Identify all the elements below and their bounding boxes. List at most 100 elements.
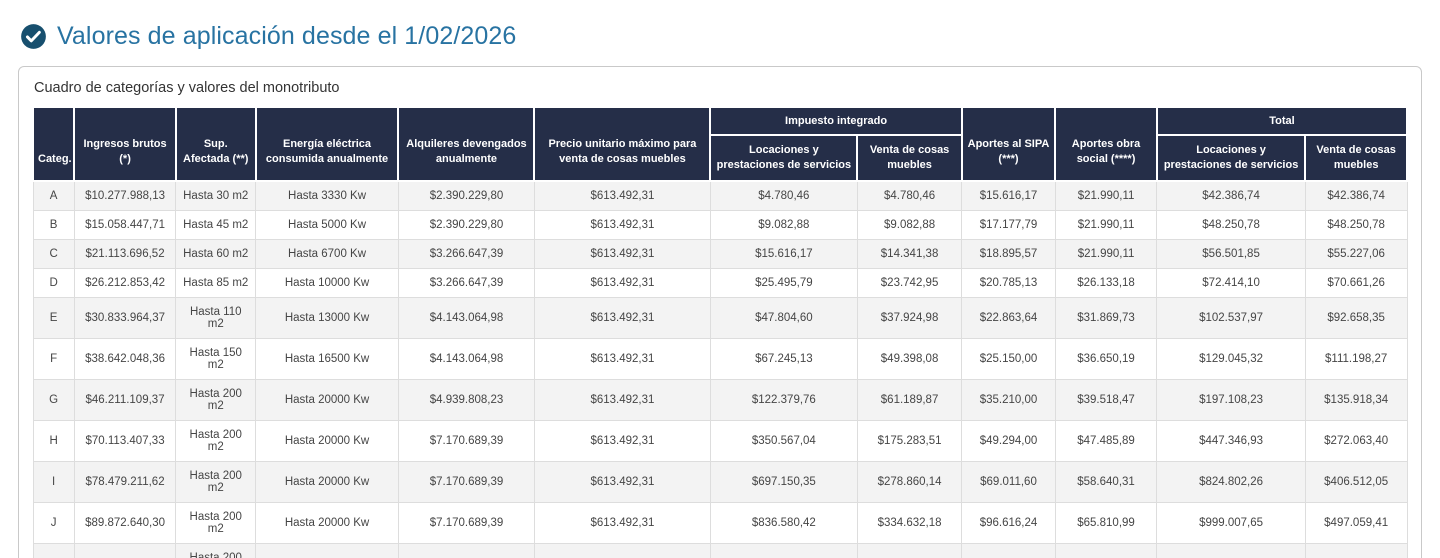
cell-impuesto-servicios: $47.804,60 bbox=[709, 297, 858, 339]
cell-ingresos-brutos: $46.211.109,37 bbox=[73, 379, 177, 421]
cell-energia-electrica: Hasta 20000 Kw bbox=[255, 502, 399, 544]
cell-aportes-obra-social: $47.485,89 bbox=[1054, 420, 1158, 462]
cell-aportes-obra-social: $21.990,11 bbox=[1054, 180, 1158, 211]
col-header-impuesto-servicios: Locaciones y prestaciones de servicios bbox=[709, 134, 859, 182]
table-row: B $15.058.447,71 Hasta 45 m2 Hasta 5000 … bbox=[32, 210, 1408, 240]
row-category: I bbox=[32, 461, 75, 503]
page-title: Valores de aplicación desde el 1/02/2026 bbox=[57, 22, 517, 50]
cell-total-muebles: $111.198,27 bbox=[1304, 338, 1408, 380]
cell-total-muebles: $272.063,40 bbox=[1304, 420, 1408, 462]
cell-energia-electrica: Hasta 10000 Kw bbox=[255, 268, 399, 298]
cell-alquileres: $4.143.064,98 bbox=[397, 297, 535, 339]
row-category: D bbox=[32, 268, 75, 298]
cell-aportes-obra-social: $31.869,73 bbox=[1054, 297, 1158, 339]
cell-aportes-sipa: $22.863,64 bbox=[961, 297, 1056, 339]
cell-impuesto-muebles: $49.398,08 bbox=[856, 338, 963, 380]
row-category: A bbox=[32, 180, 75, 211]
cell-aportes-obra-social: $65.810,99 bbox=[1054, 502, 1158, 544]
cell-alquileres: $7.170.689,39 bbox=[397, 543, 535, 558]
cell-impuesto-servicios: $67.245,13 bbox=[709, 338, 858, 380]
cell-impuesto-servicios: $9.082,88 bbox=[709, 210, 858, 240]
table-row: E $30.833.964,37 Hasta 110 m2 Hasta 1300… bbox=[32, 297, 1408, 339]
cell-alquileres: $3.266.647,39 bbox=[397, 239, 535, 269]
col-header-precio-unitario: Precio unitario máximo para venta de cos… bbox=[533, 106, 712, 182]
row-category: C bbox=[32, 239, 75, 269]
col-header-alquileres: Alquileres devengados anualmente bbox=[397, 106, 536, 182]
cell-aportes-sipa: $69.011,60 bbox=[961, 461, 1056, 503]
cell-impuesto-servicios: $122.379,76 bbox=[709, 379, 858, 421]
cell-total-muebles: $70.661,26 bbox=[1304, 268, 1408, 298]
cell-total-muebles: $497.059,41 bbox=[1304, 502, 1408, 544]
table-row: F $38.642.048,36 Hasta 150 m2 Hasta 1650… bbox=[32, 338, 1408, 380]
cell-impuesto-muebles: $4.780,46 bbox=[856, 180, 963, 211]
table-row: K $108.357.084,05 Hasta 200 m2 Hasta 200… bbox=[32, 543, 1408, 558]
col-header-total-servicios: Locaciones y prestaciones de servicios bbox=[1155, 134, 1307, 182]
row-category: J bbox=[32, 502, 75, 544]
cell-energia-electrica: Hasta 3330 Kw bbox=[255, 180, 399, 211]
cell-energia-electrica: Hasta 20000 Kw bbox=[255, 379, 399, 421]
cell-total-servicios: $447.346,93 bbox=[1156, 420, 1306, 462]
cell-aportes-sipa: $17.177,79 bbox=[961, 210, 1056, 240]
cell-aportes-sipa: $49.294,00 bbox=[961, 420, 1056, 462]
cell-aportes-sipa: $25.150,00 bbox=[961, 338, 1056, 380]
cell-aportes-sipa: $18.895,57 bbox=[961, 239, 1056, 269]
table-body: A $10.277.988,13 Hasta 30 m2 Hasta 3330 … bbox=[32, 180, 1408, 558]
cell-sup-afectada: Hasta 200 m2 bbox=[175, 543, 257, 558]
cell-precio-unitario: $613.492,31 bbox=[533, 502, 711, 544]
cell-total-muebles: $48.250,78 bbox=[1304, 210, 1408, 240]
cell-impuesto-muebles: $278.860,14 bbox=[856, 461, 963, 503]
col-header-aportes-sipa: Aportes al SIPA (***) bbox=[960, 106, 1057, 182]
cell-total-muebles: $135.918,34 bbox=[1304, 379, 1408, 421]
cell-ingresos-brutos: $15.058.447,71 bbox=[73, 210, 177, 240]
table-header: Categ. Ingresos brutos (*) Sup. Afectada… bbox=[31, 106, 1409, 182]
cell-alquileres: $3.266.647,39 bbox=[397, 268, 535, 298]
cell-impuesto-muebles: $23.742,95 bbox=[856, 268, 963, 298]
cell-total-muebles: $92.658,35 bbox=[1304, 297, 1408, 339]
table-row: A $10.277.988,13 Hasta 30 m2 Hasta 3330 … bbox=[32, 180, 1408, 211]
cell-total-servicios: $56.501,85 bbox=[1156, 239, 1306, 269]
cell-precio-unitario: $613.492,31 bbox=[533, 297, 711, 339]
cell-ingresos-brutos: $10.277.988,13 bbox=[73, 180, 177, 211]
cell-total-servicios: $197.108,23 bbox=[1156, 379, 1306, 421]
cell-ingresos-brutos: $30.833.964,37 bbox=[73, 297, 177, 339]
cell-sup-afectada: Hasta 150 m2 bbox=[175, 338, 257, 380]
col-header-energia-electrica: Energía eléctrica consumida anualmente bbox=[254, 106, 400, 182]
cell-energia-electrica: Hasta 20000 Kw bbox=[255, 420, 399, 462]
cell-precio-unitario: $613.492,31 bbox=[533, 420, 711, 462]
cell-total-servicios: $824.802,26 bbox=[1156, 461, 1306, 503]
cell-total-servicios: $72.414,10 bbox=[1156, 268, 1306, 298]
cell-energia-electrica: Hasta 6700 Kw bbox=[255, 239, 399, 269]
monotributo-table: Categ. Ingresos brutos (*) Sup. Afectada… bbox=[31, 106, 1409, 558]
cell-impuesto-servicios: $697.150,35 bbox=[709, 461, 858, 503]
cell-sup-afectada: Hasta 45 m2 bbox=[175, 210, 257, 240]
cell-total-muebles: $42.386,74 bbox=[1304, 180, 1408, 211]
cell-aportes-sipa: $20.785,13 bbox=[961, 268, 1056, 298]
cell-aportes-obra-social: $21.990,11 bbox=[1054, 210, 1158, 240]
cell-ingresos-brutos: $26.212.853,42 bbox=[73, 268, 177, 298]
cell-total-muebles: $600.879,51 bbox=[1304, 543, 1408, 558]
row-category: G bbox=[32, 379, 75, 421]
cell-impuesto-servicios: $4.780,46 bbox=[709, 180, 858, 211]
cell-ingresos-brutos: $89.872.640,30 bbox=[73, 502, 177, 544]
cell-aportes-sipa: $15.616,17 bbox=[961, 180, 1056, 211]
cell-aportes-obra-social: $58.640,31 bbox=[1054, 461, 1158, 503]
cell-precio-unitario: $613.492,31 bbox=[533, 180, 711, 211]
cell-total-muebles: $55.227,06 bbox=[1304, 239, 1408, 269]
cell-aportes-obra-social: $39.518,47 bbox=[1054, 379, 1158, 421]
table-row: C $21.113.696,52 Hasta 60 m2 Hasta 6700 … bbox=[32, 239, 1408, 269]
cell-total-servicios: $129.045,32 bbox=[1156, 338, 1306, 380]
cell-aportes-obra-social: $21.990,11 bbox=[1054, 239, 1158, 269]
cell-impuesto-muebles: $14.341,38 bbox=[856, 239, 963, 269]
cell-sup-afectada: Hasta 200 m2 bbox=[175, 502, 257, 544]
col-header-ingresos-brutos: Ingresos brutos (*) bbox=[73, 106, 177, 182]
row-category: E bbox=[32, 297, 75, 339]
cell-ingresos-brutos: $21.113.696,52 bbox=[73, 239, 177, 269]
cell-impuesto-servicios: $836.580,42 bbox=[709, 502, 858, 544]
cell-sup-afectada: Hasta 200 m2 bbox=[175, 461, 257, 503]
cell-total-servicios: $102.537,97 bbox=[1156, 297, 1306, 339]
cell-ingresos-brutos: $38.642.048,36 bbox=[73, 338, 177, 380]
cell-sup-afectada: Hasta 110 m2 bbox=[175, 297, 257, 339]
cell-alquileres: $7.170.689,39 bbox=[397, 461, 535, 503]
col-header-aportes-obra-social: Aportes obra social (****) bbox=[1054, 106, 1158, 182]
cell-alquileres: $7.170.689,39 bbox=[397, 420, 535, 462]
